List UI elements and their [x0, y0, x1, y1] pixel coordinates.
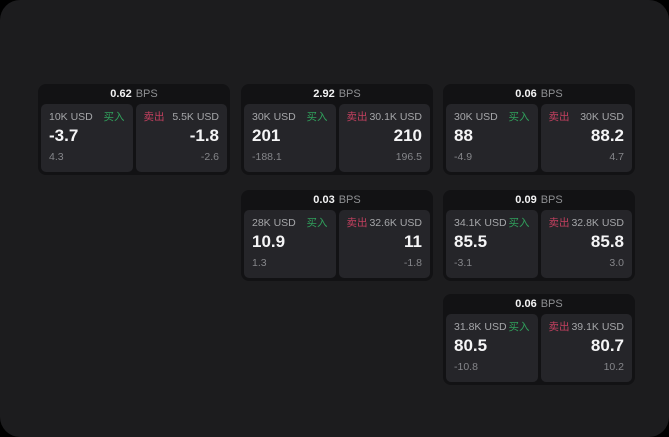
bps-value: 0.06 [515, 298, 537, 310]
sell-notional: 30.1K USD [369, 111, 422, 123]
sell-rate: -1.8 [189, 126, 219, 145]
sell-side-label: 卖出 [548, 217, 570, 229]
buy-panel[interactable]: 30K USD 买入 201 -188.1 [244, 104, 336, 172]
bps-value: 0.03 [313, 194, 335, 206]
buy-change: -3.1 [454, 257, 473, 269]
sell-change: 4.7 [609, 151, 624, 163]
buy-rate: 201 [252, 126, 281, 145]
bps-header: 0.09 BPS [446, 190, 632, 210]
bps-unit-label: BPS [540, 194, 563, 206]
buy-notional: 28K USD [252, 217, 296, 229]
bps-unit-label: BPS [135, 88, 158, 100]
sell-side-label: 卖出 [346, 217, 368, 229]
buy-side-label: 买入 [306, 111, 328, 123]
buy-panel[interactable]: 34.1K USD 买入 85.5 -3.1 [446, 210, 538, 278]
bps-value: 0.62 [110, 88, 132, 100]
sell-change: 3.0 [609, 257, 624, 269]
sell-panel[interactable]: 卖出 30.1K USD 210 196.5 [338, 104, 430, 172]
buy-panel[interactable]: 10K USD 买入 -3.7 4.3 [41, 104, 133, 172]
buy-rate: 85.5 [454, 232, 488, 251]
bps-value: 0.09 [515, 194, 537, 206]
buy-change: -188.1 [252, 151, 282, 163]
sell-change: -2.6 [200, 151, 219, 163]
buy-side-label: 买入 [103, 111, 125, 123]
bps-unit-label: BPS [338, 194, 361, 206]
sell-side-label: 卖出 [548, 321, 570, 333]
bps-header: 2.92 BPS [244, 84, 430, 104]
sell-notional: 32.6K USD [369, 217, 422, 229]
buy-notional: 31.8K USD [454, 321, 507, 333]
bps-value: 0.06 [515, 88, 537, 100]
sell-notional: 39.1K USD [571, 321, 624, 333]
buy-panel[interactable]: 31.8K USD 买入 80.5 -10.8 [446, 314, 538, 382]
sell-notional: 30K USD [580, 111, 624, 123]
buy-rate: 88 [454, 126, 473, 145]
buy-panel[interactable]: 30K USD 买入 88 -4.9 [446, 104, 538, 172]
sell-rate: 85.8 [590, 232, 624, 251]
sell-panel[interactable]: 卖出 32.6K USD 11 -1.8 [338, 210, 430, 278]
buy-notional: 10K USD [49, 111, 93, 123]
buy-notional: 30K USD [454, 111, 498, 123]
sell-notional: 32.8K USD [571, 217, 624, 229]
quote-card-4: 0.03 BPS 28K USD 买入 10.9 1.3 卖出 32.6K US… [241, 190, 433, 281]
bps-header: 0.62 BPS [41, 84, 227, 104]
bps-unit-label: BPS [338, 88, 361, 100]
quote-card-2: 2.92 BPS 30K USD 买入 201 -188.1 卖出 30.1K … [241, 84, 433, 175]
bps-unit-label: BPS [540, 298, 563, 310]
buy-rate: 80.5 [454, 336, 488, 355]
bps-value: 2.92 [313, 88, 335, 100]
buy-notional: 34.1K USD [454, 217, 507, 229]
sell-panel[interactable]: 卖出 32.8K USD 85.8 3.0 [540, 210, 632, 278]
bps-header: 0.06 BPS [446, 294, 632, 314]
buy-change: 4.3 [49, 151, 64, 163]
buy-change: -10.8 [454, 361, 478, 373]
sell-panel[interactable]: 卖出 5.5K USD -1.8 -2.6 [135, 104, 227, 172]
buy-rate: 10.9 [252, 232, 286, 251]
buy-panel[interactable]: 28K USD 买入 10.9 1.3 [244, 210, 336, 278]
buy-side-label: 买入 [508, 321, 530, 333]
buy-side-label: 买入 [306, 217, 328, 229]
buy-rate: -3.7 [49, 126, 79, 145]
bps-header: 0.03 BPS [244, 190, 430, 210]
sell-change: -1.8 [403, 257, 422, 269]
sell-rate: 210 [393, 126, 422, 145]
sell-rate: 11 [404, 232, 422, 251]
sell-change: 196.5 [395, 151, 422, 163]
quote-card-1: 0.62 BPS 10K USD 买入 -3.7 4.3 卖出 5.5K USD… [38, 84, 230, 175]
bps-unit-label: BPS [540, 88, 563, 100]
buy-change: -4.9 [454, 151, 473, 163]
sell-rate: 80.7 [590, 336, 624, 355]
sell-change: 10.2 [603, 361, 624, 373]
buy-side-label: 买入 [508, 111, 530, 123]
buy-notional: 30K USD [252, 111, 296, 123]
sell-side-label: 卖出 [548, 111, 570, 123]
sell-notional: 5.5K USD [172, 111, 219, 123]
sell-side-label: 卖出 [346, 111, 368, 123]
buy-side-label: 买入 [508, 217, 530, 229]
bps-header: 0.06 BPS [446, 84, 632, 104]
sell-panel[interactable]: 卖出 39.1K USD 80.7 10.2 [540, 314, 632, 382]
sell-rate: 88.2 [590, 126, 624, 145]
sell-side-label: 卖出 [143, 111, 165, 123]
quote-card-6: 0.06 BPS 31.8K USD 买入 80.5 -10.8 卖出 39.1… [443, 294, 635, 385]
sell-panel[interactable]: 卖出 30K USD 88.2 4.7 [540, 104, 632, 172]
quote-card-5: 0.09 BPS 34.1K USD 买入 85.5 -3.1 卖出 32.8K… [443, 190, 635, 281]
buy-change: 1.3 [252, 257, 267, 269]
quote-card-3: 0.06 BPS 30K USD 买入 88 -4.9 卖出 30K USD 8… [443, 84, 635, 175]
